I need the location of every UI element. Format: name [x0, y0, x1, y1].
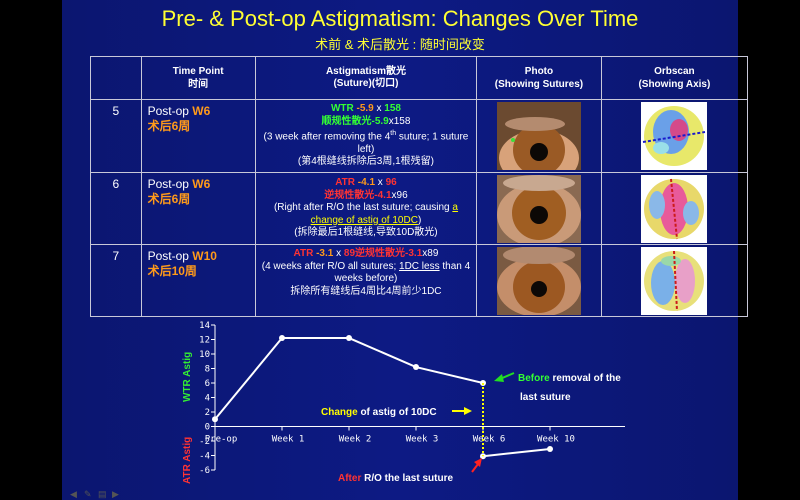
subtitle-amp: & — [341, 37, 358, 52]
x-tick-label: Pre-op — [205, 435, 238, 445]
x-tick-label: Week 2 — [339, 435, 372, 445]
eye-photo-2 — [496, 174, 581, 243]
row-astigmatism: WTR -5.9 x 158 顺规性散光-5.9x158 (3 week aft… — [254, 99, 478, 173]
y-tick-label: 8 — [205, 365, 210, 375]
slide-title: Pre- & Post-op Astigmatism: Changes Over… — [161, 6, 639, 31]
row-orbscan — [600, 244, 749, 317]
y-tick-label: 0 — [205, 423, 210, 433]
annotation-before-line2: last suture — [520, 392, 571, 403]
chart-series — [212, 335, 553, 460]
astig-change-link: a change of astig of 10DC — [310, 202, 458, 226]
slide-subtitle: 术前 & 术后散光 : 随时间改变 — [62, 34, 738, 53]
y-tick-labels: 14 12 10 8 6 4 2 0 -2 -4 -6 — [199, 321, 210, 476]
series-line-2 — [482, 447, 551, 458]
orbscan-map-3 — [641, 246, 708, 315]
green-arrow-head — [494, 374, 504, 382]
row-astigmatism: ATR -3.1 x 89逆规性散光-3.1x89 (4 weeks after… — [254, 244, 478, 317]
menu-icon[interactable]: ▤ — [98, 489, 107, 499]
red-arrow-head — [474, 458, 482, 467]
table-row: 6 Post-op W6 术后6周 ATR -4.1 x 96 逆规性散光-4.1… — [90, 172, 749, 245]
row-time: Post-op W6 术后6周 — [140, 172, 256, 245]
y-tick-label: 6 — [205, 379, 210, 389]
orbscan-map-1 — [641, 102, 708, 170]
y-label-wtr: WTR Astig — [182, 352, 193, 402]
row-orbscan — [600, 172, 749, 245]
col-header-orbscan: Orbscan (Showing Axis) — [600, 56, 749, 100]
data-point — [346, 335, 352, 342]
y-tick-label: -6 — [199, 466, 210, 476]
col-header-number — [90, 56, 142, 100]
row-time: Post-op W10 术后10周 — [140, 244, 256, 317]
y-tick-label: 10 — [199, 350, 210, 360]
y-tick-label: 14 — [199, 321, 210, 331]
y-tick-label: -4 — [199, 452, 210, 462]
data-point — [413, 364, 419, 371]
subtitle-post: 术后散光 — [357, 37, 410, 52]
annotation-after: After R/O the last suture — [338, 473, 453, 484]
y-label-atr: ATR Astig — [182, 437, 193, 484]
prev-arrow-icon[interactable]: ◀ — [70, 489, 77, 499]
x-tick-label: Week 1 — [272, 435, 305, 445]
x-tick-labels: Pre-op Week 1 Week 2 Week 3 Week 6 Week 10 — [205, 435, 575, 445]
row-photo — [476, 172, 602, 245]
yellow-arrow-head — [464, 407, 472, 415]
x-tick-label: Week 3 — [406, 435, 439, 445]
row-orbscan — [600, 99, 749, 173]
x-tick-label: Week 6 — [473, 435, 506, 445]
annotation-change: Change of astig of 10DC — [321, 407, 437, 418]
table-row: 7 Post-op W10 术后10周 ATR -3.1 x 89逆规性散光-3.… — [90, 244, 749, 317]
red-arrow — [471, 463, 479, 473]
x-tick-label: Week 10 — [537, 435, 575, 445]
data-point — [547, 445, 553, 452]
slide-nav: ◀ ✎ ▤ ▶ — [70, 484, 140, 499]
row-photo — [476, 99, 602, 173]
y-tick-label: -2 — [199, 437, 210, 447]
row-photo — [476, 244, 602, 317]
row-number: 7 — [90, 244, 142, 317]
pen-icon[interactable]: ✎ — [84, 489, 92, 499]
subtitle-pre: 术前 — [315, 37, 342, 52]
col-header-astig: Astigmatism散光 (Suture)(切口) — [254, 56, 478, 100]
next-arrow-icon[interactable]: ▶ — [112, 489, 119, 499]
eye-photo-3 — [496, 246, 581, 315]
col-header-photo: Photo (Showing Sutures) — [476, 56, 602, 100]
orbscan-map-2 — [641, 174, 708, 243]
annotation-before: Before removal of the — [518, 373, 621, 384]
y-tick-label: 12 — [199, 336, 210, 346]
row-number: 6 — [90, 172, 142, 245]
row-astigmatism: ATR -4.1 x 96 逆规性散光-4.1x96 (Right after … — [254, 172, 478, 245]
data-point — [279, 335, 285, 342]
y-tick-label: 2 — [205, 408, 210, 418]
eye-photo-1 — [496, 102, 581, 170]
y-tick-label: 4 — [205, 394, 210, 404]
data-point — [212, 416, 218, 423]
astigmatism-table: Time Point 时间 Astigmatism散光 (Suture)(切口) P… — [90, 56, 749, 317]
table-header-row: Time Point 时间 Astigmatism散光 (Suture)(切口) P… — [90, 56, 749, 100]
table-row: 5 Post-op W6 术后6周 WTR -5.9 x 158 顺规性散光-5.… — [90, 99, 749, 173]
subtitle-change: : 随时间改变 — [409, 37, 485, 52]
